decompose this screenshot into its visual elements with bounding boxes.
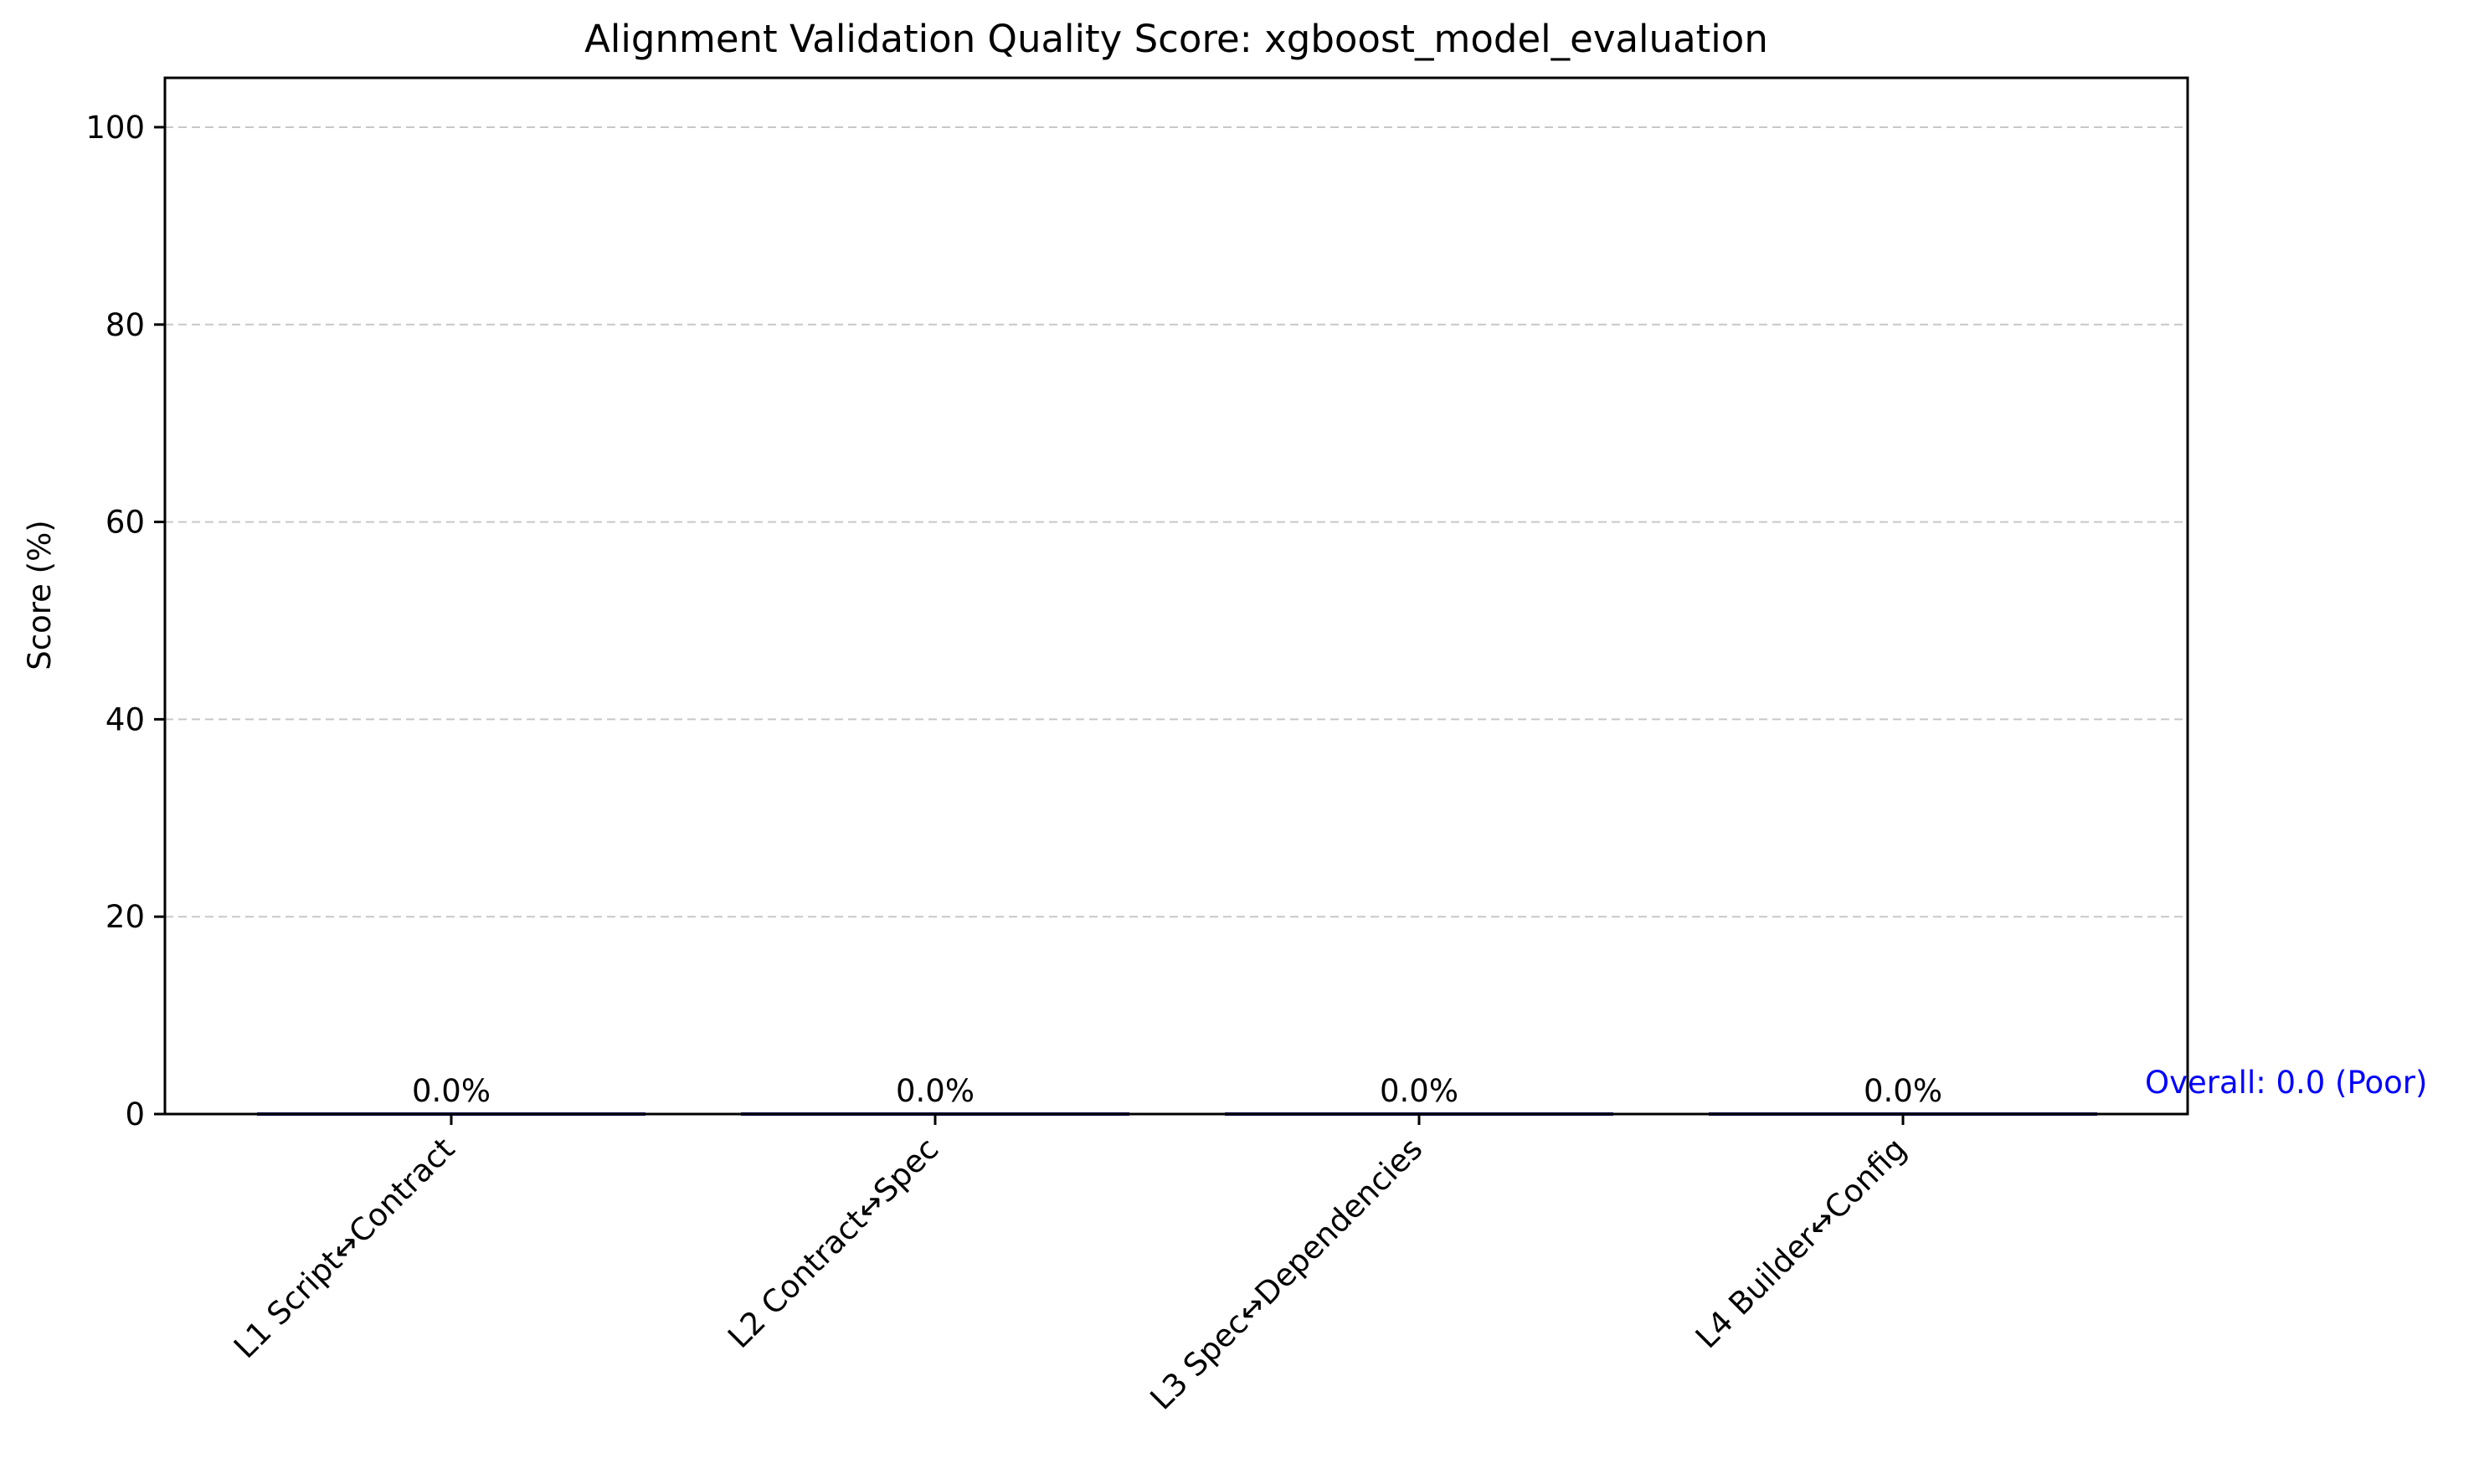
y-axis-ticks: 0 20 40 60 80 100 <box>85 110 165 1132</box>
plot-frame <box>163 76 2189 1116</box>
bar-value-label: 0.0% <box>1380 1073 1458 1109</box>
bar-value-label: 0.0% <box>412 1073 491 1109</box>
y-tick-label: 80 <box>105 307 145 343</box>
y-axis-label: Score (%) <box>22 520 58 670</box>
bar-value-label: 0.0% <box>1864 1073 1942 1109</box>
bar-value-labels: 0.0% 0.0% 0.0% 0.0% <box>412 1073 1942 1109</box>
y-tick-label: 60 <box>105 505 145 541</box>
y-tick-label: 0 <box>125 1096 145 1132</box>
chart-title: Alignment Validation Quality Score: xgbo… <box>584 17 1768 61</box>
y-tick-label: 40 <box>105 701 145 737</box>
overall-score-annotation: Overall: 0.0 (Poor) <box>2145 1065 2427 1101</box>
y-tick-label: 20 <box>105 899 145 935</box>
grid-lines <box>165 126 2188 918</box>
bar-value-label: 0.0% <box>896 1073 975 1109</box>
y-tick-label: 100 <box>85 110 145 146</box>
